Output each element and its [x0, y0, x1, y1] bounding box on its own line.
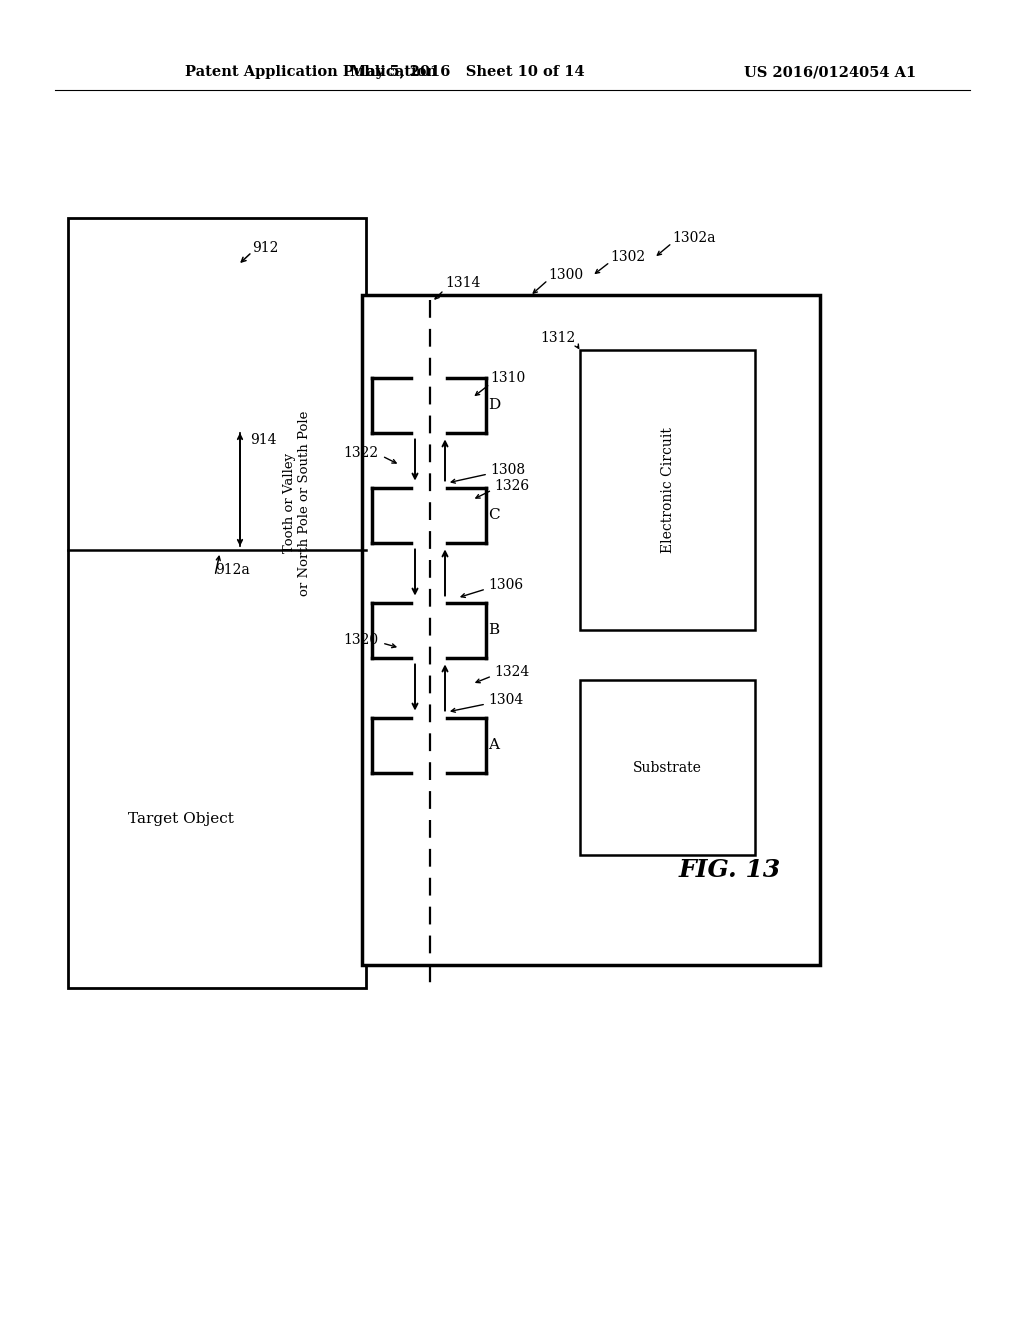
Text: 1312: 1312: [541, 331, 575, 345]
Text: Electronic Circuit: Electronic Circuit: [660, 428, 675, 553]
Text: A: A: [488, 738, 500, 752]
Text: 1314: 1314: [445, 276, 480, 290]
Text: 1308: 1308: [490, 463, 525, 477]
Text: 1324: 1324: [494, 665, 529, 678]
Text: Substrate: Substrate: [633, 760, 701, 775]
Text: 1322: 1322: [343, 446, 378, 459]
Text: FIG. 13: FIG. 13: [679, 858, 781, 882]
Text: US 2016/0124054 A1: US 2016/0124054 A1: [743, 65, 916, 79]
Text: 912a: 912a: [215, 564, 250, 577]
Text: 1302: 1302: [610, 249, 645, 264]
Text: B: B: [488, 623, 500, 638]
Text: 1304: 1304: [488, 693, 523, 708]
Text: Tooth or Valley
or North Pole or South Pole: Tooth or Valley or North Pole or South P…: [284, 411, 311, 595]
Text: D: D: [487, 399, 500, 412]
Text: 1306: 1306: [488, 578, 523, 591]
Text: May 5, 2016   Sheet 10 of 14: May 5, 2016 Sheet 10 of 14: [349, 65, 585, 79]
Text: 1310: 1310: [490, 371, 525, 385]
Text: 912: 912: [252, 242, 279, 255]
Bar: [68, 218, 366, 987]
Text: 1326: 1326: [494, 479, 529, 492]
Text: 1300: 1300: [548, 268, 583, 282]
Bar: [580, 680, 755, 855]
Text: 1320: 1320: [343, 634, 378, 647]
Text: Target Object: Target Object: [128, 812, 234, 825]
Bar: [362, 294, 820, 965]
Text: 1302a: 1302a: [672, 231, 716, 246]
Text: 914: 914: [250, 433, 276, 447]
Text: Patent Application Publication: Patent Application Publication: [185, 65, 437, 79]
Text: C: C: [488, 508, 500, 521]
Bar: [580, 350, 755, 630]
